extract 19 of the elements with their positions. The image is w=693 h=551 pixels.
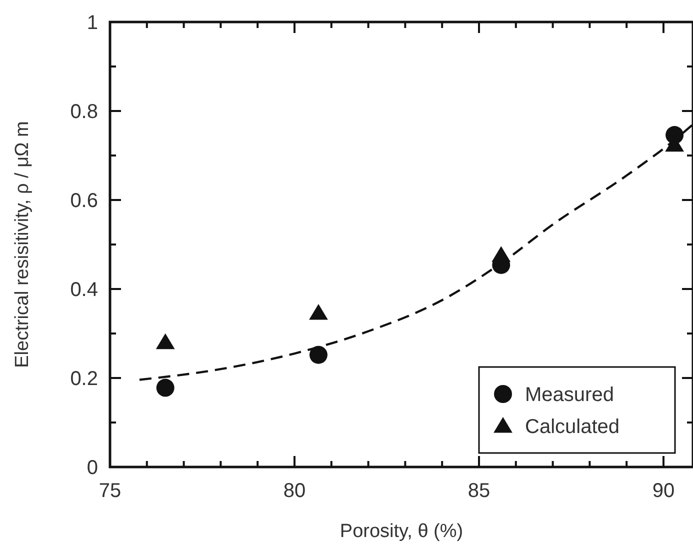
legend-label: Measured: [525, 384, 614, 406]
point: [309, 304, 328, 320]
legend-label: Calculated: [525, 416, 620, 438]
x-axis-title: Porosity, θ (%): [340, 521, 464, 542]
y-tick-label: 0.6: [70, 190, 98, 212]
y-tick-label: 0.8: [70, 101, 98, 123]
x-tick-label: 80: [283, 480, 306, 502]
x-tick-label: 75: [98, 480, 122, 502]
x-tick-label: 85: [468, 480, 490, 502]
point: [156, 333, 175, 350]
point: [492, 246, 511, 262]
y-axis-title: Electrical resisitivity, ρ / μΩ m: [12, 121, 33, 368]
y-tick-label: 0.2: [70, 368, 98, 390]
y-tick-label: 0.4: [70, 279, 98, 301]
y-tick-label: 0: [86, 457, 98, 479]
y-tick-label: 1: [86, 12, 98, 34]
x-tick-label: 90: [652, 480, 675, 502]
point: [309, 346, 328, 364]
point: [156, 378, 174, 397]
